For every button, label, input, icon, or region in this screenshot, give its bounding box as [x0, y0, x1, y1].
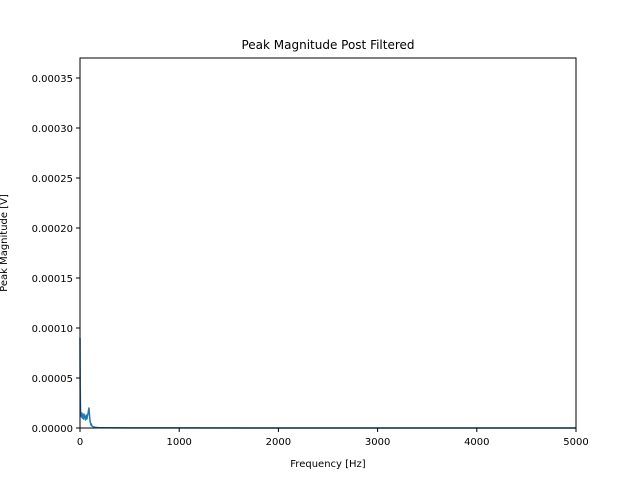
y-axis: 0.00000 0.00005 0.00010 0.00015 0.00020 0.000…	[32, 74, 80, 435]
x-tick-label: 2000	[266, 437, 291, 448]
x-axis-label: Frequency [Hz]	[290, 459, 366, 470]
y-tick-label: 0.00015	[32, 274, 73, 285]
y-tick-label: 0.00025	[32, 174, 73, 185]
series-line-0	[79, 337, 576, 429]
y-tick-label: 0.00005	[32, 374, 73, 385]
x-tick-label: 0	[77, 437, 83, 448]
x-axis: 0 1000 2000 3000 4000 5000	[77, 428, 589, 448]
y-axis-label: Peak Magnitude [V]	[0, 194, 10, 292]
x-tick-label: 3000	[365, 437, 390, 448]
plot-area	[79, 337, 576, 429]
y-tick-label: 0.00020	[32, 224, 73, 235]
axes-frame	[79, 57, 577, 429]
chart-title: Peak Magnitude Post Filtered	[241, 38, 414, 52]
y-tick-label: 0.00010	[32, 324, 73, 335]
y-tick-label: 0.00030	[32, 124, 73, 135]
y-tick-label: 0.00000	[32, 424, 73, 435]
x-tick-label: 1000	[166, 437, 191, 448]
x-tick-label: 5000	[563, 437, 588, 448]
y-tick-label: 0.00035	[32, 74, 73, 85]
x-tick-label: 4000	[464, 437, 489, 448]
